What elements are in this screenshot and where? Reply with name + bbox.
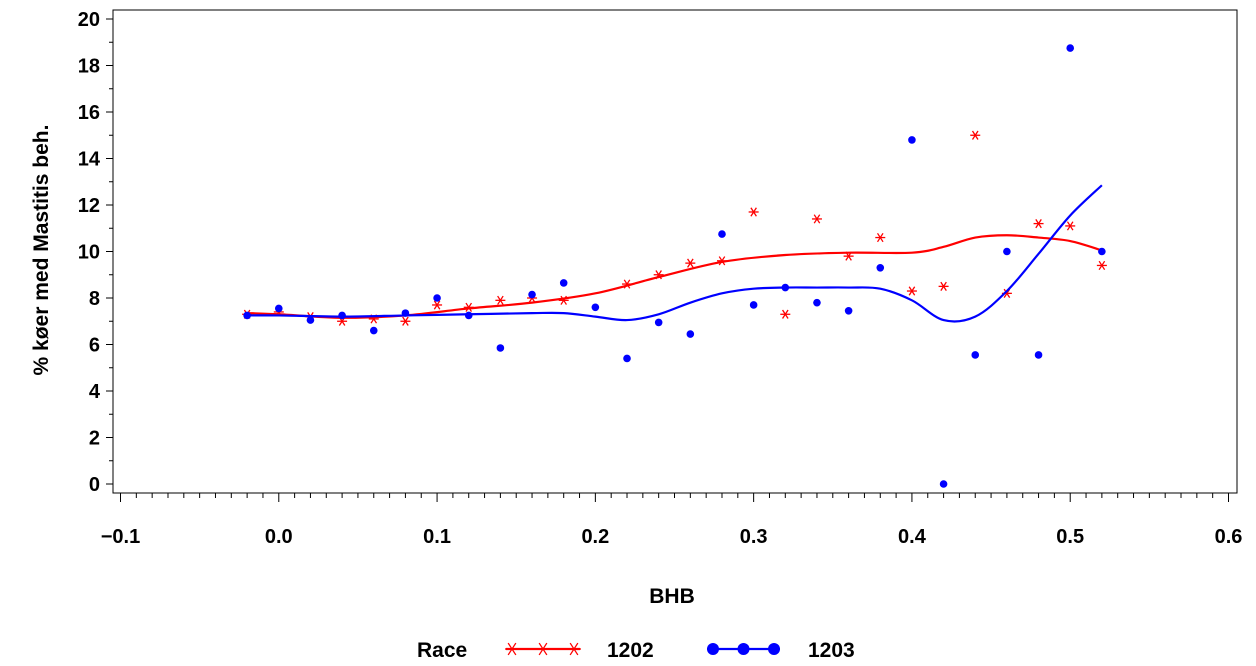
series-1203-point bbox=[781, 283, 790, 292]
plot-border bbox=[112, 9, 1238, 494]
plot-frame bbox=[112, 9, 1238, 494]
legend-marker bbox=[505, 642, 519, 656]
series-1203-point bbox=[718, 230, 726, 238]
series-1202-smooth-line bbox=[247, 234, 1103, 319]
series-1202-point bbox=[622, 279, 633, 289]
series-1202-point bbox=[1096, 260, 1107, 271]
series-1202-point bbox=[495, 295, 506, 305]
series-1202-point bbox=[685, 258, 696, 268]
y-tick-label: 14 bbox=[78, 149, 101, 171]
legend-label: 1202 bbox=[607, 639, 654, 662]
x-tick-label: 0.1 bbox=[423, 526, 451, 548]
y-tick-label: 16 bbox=[78, 102, 100, 124]
x-tick-label: 0.2 bbox=[581, 526, 609, 548]
x-tick-label: −0.1 bbox=[101, 526, 140, 548]
series-1203-point bbox=[623, 354, 631, 363]
y-tick-label: 6 bbox=[89, 335, 100, 357]
series-1203-point bbox=[844, 306, 853, 315]
series-1202-point bbox=[716, 256, 727, 266]
series-1202-point bbox=[906, 286, 917, 296]
legend-marker bbox=[768, 643, 780, 655]
y-tick-label: 20 bbox=[78, 9, 100, 31]
series-1203-point bbox=[908, 136, 916, 144]
legend-title: Race bbox=[417, 639, 467, 662]
y-axis: 0 2 4 6 8 10 12 14 16 18 20 bbox=[78, 9, 113, 496]
y-tick-label: 18 bbox=[78, 56, 100, 78]
series-1202-point bbox=[843, 251, 854, 261]
x-tick-label: 0.0 bbox=[265, 526, 293, 548]
x-axis-title: BHB bbox=[649, 585, 695, 608]
legend-marker bbox=[567, 642, 581, 656]
series-1202-point bbox=[875, 232, 886, 243]
legend: Race 1202 1203 bbox=[417, 639, 855, 662]
y-tick-label: 10 bbox=[78, 242, 100, 264]
x-tick-label: 0.5 bbox=[1056, 526, 1084, 548]
series-1202-point bbox=[432, 300, 443, 310]
series-1203-point bbox=[369, 326, 378, 335]
series-1203-point bbox=[433, 294, 441, 302]
series-1203-point bbox=[654, 318, 663, 327]
series-1203-point bbox=[749, 301, 758, 309]
x-tick-label: 0.4 bbox=[898, 526, 927, 548]
y-tick-label: 8 bbox=[89, 288, 100, 310]
series-1202-point bbox=[653, 270, 664, 280]
series-1203-point bbox=[813, 298, 821, 307]
series-1203-point bbox=[591, 303, 600, 312]
series-1202-point bbox=[780, 309, 791, 319]
series-layer bbox=[242, 44, 1107, 488]
series-1203-point bbox=[1098, 247, 1106, 256]
y-tick-label: 4 bbox=[89, 381, 101, 403]
legend-marker bbox=[707, 643, 719, 655]
x-tick-label: 0.6 bbox=[1215, 526, 1243, 548]
y-tick-label: 12 bbox=[78, 195, 100, 217]
series-1203-point bbox=[401, 309, 410, 317]
x-axis: −0.1 0.0 0.1 0.2 0.3 0.4 0.5 0.6 bbox=[101, 493, 1243, 548]
series-1203-point bbox=[496, 344, 505, 352]
series-1202-point bbox=[1065, 221, 1076, 231]
series-1203-point bbox=[1034, 351, 1043, 359]
series-1203-point bbox=[686, 330, 695, 338]
legend-item-1203: 1203 bbox=[707, 639, 855, 662]
series-1203-point bbox=[1066, 44, 1075, 52]
series-1203-point bbox=[559, 279, 568, 287]
series-1202-point bbox=[1033, 218, 1044, 229]
series-1203-point bbox=[1003, 247, 1011, 256]
series-1203-point bbox=[306, 316, 315, 324]
legend-marker bbox=[536, 642, 550, 656]
series-1202-point bbox=[558, 295, 569, 305]
series-1202-point bbox=[970, 130, 981, 140]
series-1203-point bbox=[338, 311, 346, 320]
series-1203-point bbox=[464, 311, 473, 320]
y-axis-title: % køer med Mastitis beh. bbox=[30, 125, 53, 376]
legend-marker bbox=[737, 643, 750, 655]
series-1203-point bbox=[243, 311, 251, 320]
series-1203-point bbox=[528, 290, 536, 299]
series-1202-point bbox=[400, 316, 411, 326]
legend-item-1202: 1202 bbox=[505, 639, 654, 662]
series-1203 bbox=[243, 44, 1106, 488]
series-1203-smooth-line bbox=[247, 184, 1103, 323]
series-1202-point bbox=[811, 214, 822, 224]
series-1202-point bbox=[463, 302, 474, 312]
series-1202-point bbox=[938, 281, 949, 291]
y-tick-label: 2 bbox=[89, 428, 100, 450]
series-1203-point bbox=[274, 304, 283, 313]
x-tick-label: 0.3 bbox=[740, 526, 768, 548]
series-1202-point bbox=[748, 207, 759, 217]
y-tick-label: 0 bbox=[89, 474, 100, 496]
series-1203-point bbox=[939, 480, 948, 488]
series-1202 bbox=[242, 130, 1107, 326]
series-1203-point bbox=[876, 263, 885, 272]
legend-label: 1203 bbox=[808, 639, 855, 662]
series-1203-point bbox=[971, 351, 980, 359]
